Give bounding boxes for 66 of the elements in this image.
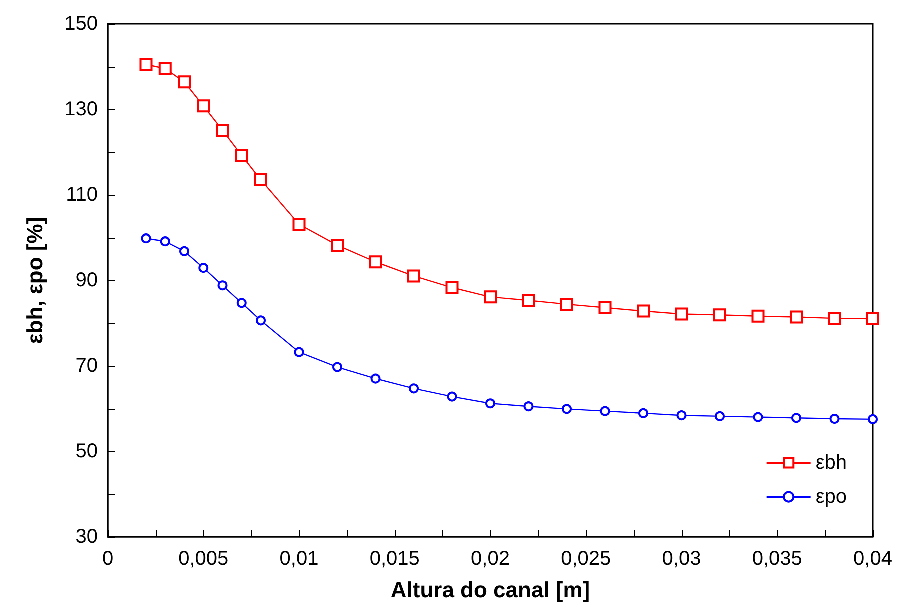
point [331, 238, 344, 252]
point [484, 290, 497, 304]
point [178, 76, 191, 89]
point [235, 149, 248, 162]
point [714, 308, 726, 322]
point [715, 411, 725, 422]
point [446, 281, 459, 294]
point [637, 304, 650, 318]
point [409, 384, 419, 394]
point [294, 347, 304, 358]
x-tick-label: 0,01 [280, 548, 319, 570]
point [408, 270, 420, 283]
point [216, 124, 230, 137]
x-tick-label: 0,02 [471, 548, 510, 570]
point [292, 218, 306, 231]
point [141, 234, 152, 244]
point [676, 410, 687, 421]
x-axis-title: Altura do canal [m] [390, 578, 590, 602]
point [332, 362, 342, 372]
y-axis-title: εbh, εpo [%] [22, 216, 48, 344]
point [524, 402, 534, 412]
y-tick-label: 110 [66, 184, 98, 206]
x-tick-label: 0,025 [561, 548, 612, 570]
point [180, 246, 190, 256]
point [792, 413, 802, 424]
x-tick-label: 0,04 [854, 548, 892, 570]
point [562, 404, 572, 414]
y-tick-label: 90 [76, 270, 98, 292]
point [160, 236, 170, 247]
y-tick-label: 50 [76, 440, 98, 462]
legend-label: εbh [816, 452, 848, 474]
point [675, 308, 688, 321]
point [369, 256, 382, 269]
legend-label: εpo [816, 486, 848, 508]
x-tick-label: 0,03 [662, 548, 702, 570]
point [638, 408, 648, 418]
point [236, 298, 247, 308]
y-tick-label: 130 [64, 98, 98, 120]
point [256, 316, 266, 326]
point [254, 174, 268, 187]
point [828, 312, 842, 326]
point [790, 310, 803, 324]
x-tick-label: 0,005 [178, 548, 229, 570]
point [370, 374, 381, 384]
point [522, 294, 536, 308]
point [197, 100, 210, 113]
point [140, 58, 153, 72]
x-tick-label: 0,015 [370, 548, 420, 570]
point [447, 392, 458, 402]
y-tick-label: 150 [64, 13, 98, 35]
point [598, 301, 612, 314]
point [218, 280, 228, 291]
point [866, 312, 880, 326]
x-tick-label: 0 [102, 548, 114, 570]
x-tick-label: 0,035 [752, 548, 802, 570]
y-tick-label: 30 [76, 526, 98, 548]
point [830, 414, 840, 424]
y-tick-label: 70 [76, 355, 98, 377]
point [158, 62, 172, 76]
point [198, 263, 209, 274]
point [753, 412, 764, 422]
point [600, 406, 610, 416]
point [486, 398, 496, 409]
point [868, 414, 878, 424]
point [752, 310, 765, 323]
point [560, 298, 574, 311]
